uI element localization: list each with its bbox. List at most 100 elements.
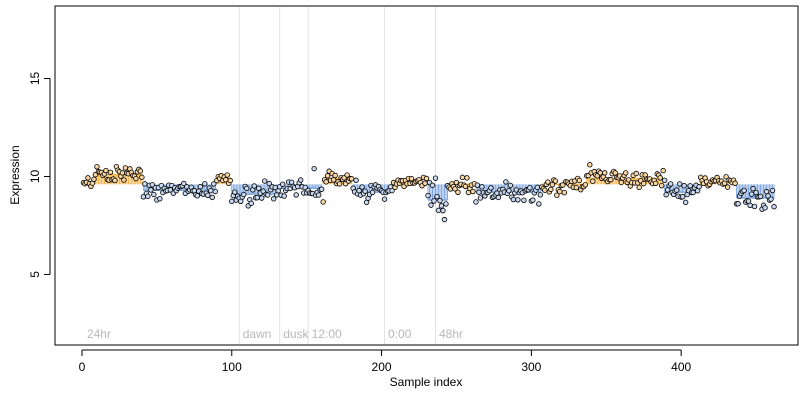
data-point [423,175,430,182]
data-point [107,169,114,176]
data-point [262,178,268,184]
data-point [103,167,109,174]
data-point [311,165,317,172]
annotation-label: 12:00 [312,327,342,341]
data-point [266,180,272,187]
y-tick-label: 5 [28,271,42,278]
data-point [545,179,551,185]
data-point [515,197,521,203]
data-point [209,194,215,201]
data-point [332,172,338,179]
data-point [664,187,671,193]
data-point [142,181,148,187]
data-point [431,198,437,204]
data-point [362,188,368,194]
data-point [112,177,118,184]
data-point [429,182,436,188]
data-point [479,184,485,190]
data-point [762,205,768,211]
data-point [369,189,376,196]
data-point [208,187,214,194]
y-tick-label: 10 [28,169,42,183]
data-point [521,197,527,203]
data-point [602,170,608,176]
data-point [229,198,235,205]
data-point [259,195,265,201]
x-tick-label: 100 [222,360,242,374]
data-point [432,175,439,181]
data-point [197,184,204,190]
data-point [506,187,512,194]
data-point [682,199,689,206]
data-point [636,184,642,191]
data-point [251,183,257,189]
data-point [428,202,434,208]
data-point [587,162,593,168]
data-point [94,164,100,170]
data-point [194,193,201,199]
data-point [554,192,560,198]
data-point [597,170,603,176]
y-axis-label: Expression [8,145,22,204]
data-point [91,176,97,182]
data-point [530,197,536,203]
annotation-label: dawn [243,327,272,341]
data-point [344,172,350,178]
data-point [732,180,738,186]
data-point [663,192,669,198]
data-point [359,184,365,190]
data-point [315,192,322,198]
data-point [687,183,693,189]
data-point [435,207,442,214]
data-point [438,203,445,209]
data-point [441,216,448,223]
data-point [747,202,753,209]
data-point [248,200,254,207]
data-point [582,182,588,188]
data-point [561,190,568,196]
data-point [768,196,774,202]
data-point [633,170,639,177]
data-point [771,204,777,210]
data-point [510,196,517,203]
data-point [750,185,756,192]
axes-layer: 0 100 200 300 400 5 10 15 [28,72,691,374]
data-point [437,197,443,204]
data-point [224,172,230,178]
data-point [320,199,326,205]
annotation-label: 48hr [439,327,463,341]
data-point [281,193,287,199]
data-point [440,207,446,214]
data-point [145,193,151,200]
data-point [748,191,755,197]
x-tick-label: 400 [671,360,691,374]
data-point [735,201,741,207]
data-point [422,180,428,187]
data-point [667,181,674,187]
data-point [657,175,663,181]
data-point [119,170,126,176]
data-point [536,201,542,207]
data-point [227,177,233,184]
data-point [293,192,299,198]
annotation-label: dusk [283,327,309,341]
data-point [549,182,556,188]
data-points-layer [80,162,777,223]
data-point [661,177,668,184]
data-point [256,185,262,191]
x-tick-label: 300 [521,360,541,374]
data-point [696,184,702,190]
data-point [753,189,759,196]
data-point [557,188,563,195]
data-point [548,186,554,193]
data-point [462,183,469,190]
data-point [527,185,533,191]
data-point [389,187,395,194]
data-point [464,175,470,181]
data-point [202,181,208,187]
data-point [751,203,758,210]
data-point [757,193,764,200]
data-point [676,181,683,187]
data-point [318,186,325,192]
